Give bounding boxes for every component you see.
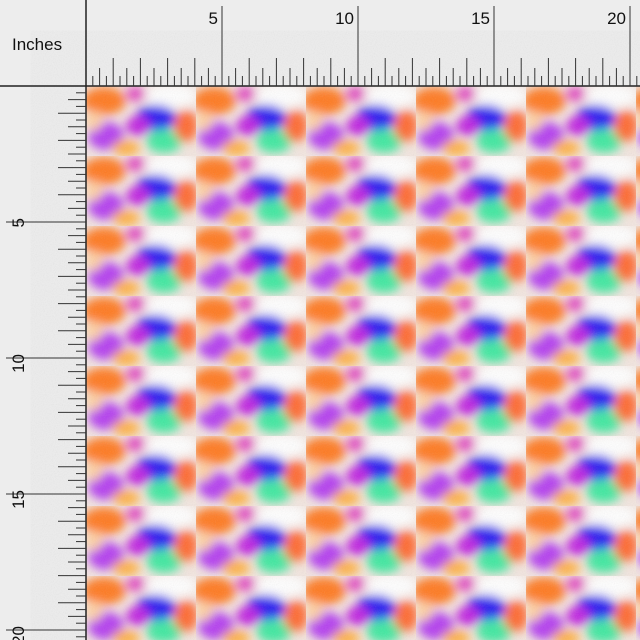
top-ruler-label: 5 (209, 9, 218, 28)
top-ruler-label: 15 (471, 9, 490, 28)
ruler-ticks (6, 6, 638, 638)
left-ruler-label: 15 (9, 490, 28, 509)
unit-label: Inches (12, 35, 62, 54)
top-ruler-label: 10 (335, 9, 354, 28)
left-ruler-label: 10 (9, 354, 28, 373)
left-ruler-label: 5 (9, 218, 28, 227)
fabric-texture (86, 86, 640, 640)
left-ruler-label: 20 (9, 626, 28, 640)
top-ruler-label: 20 (607, 9, 626, 28)
